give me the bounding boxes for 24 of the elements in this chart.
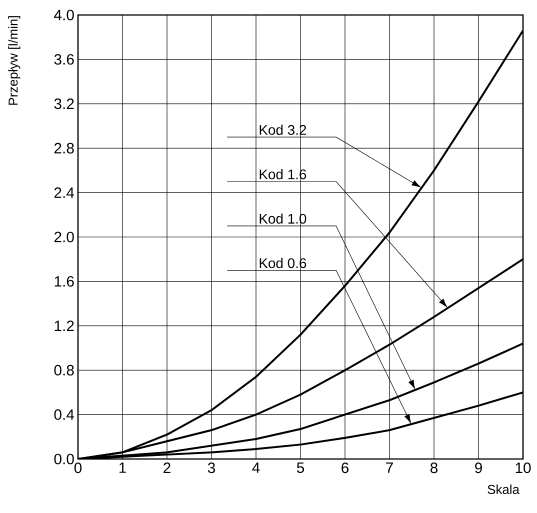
y-tick-label: 1.2 [54,320,74,332]
y-tick-label: 2.0 [54,232,74,242]
x-tick-label: 6 [342,462,349,474]
x-tick-label: 5 [296,462,304,473]
y-tick-label: 4.0 [54,10,74,20]
x-tick-label: 7 [386,462,393,473]
x-tick-label: 3 [208,462,215,474]
y-tick-label: 2.4 [54,187,74,198]
y-tick-label: 0.0 [54,454,74,464]
x-tick-label: 8 [430,462,438,474]
x-tick-label: 9 [475,462,482,474]
y-tick-label: 0.4 [54,409,74,420]
y-tick-label: 2.8 [54,142,74,154]
x-tick-label: 1 [119,462,126,473]
x-tick-label: 4 [252,462,260,473]
y-tick-label: 0.8 [54,364,74,376]
y-tick-label: 1.6 [54,276,74,287]
x-axis-title: Skala [488,484,520,494]
x-tick-label: 0 [74,462,82,474]
x-tick-label: 10 [516,462,531,474]
y-tick-label: 3.2 [54,98,74,110]
x-tick-label: 2 [164,462,170,473]
y-tick-label: 3.6 [54,54,74,65]
y-axis-title: Przepływ [l/min] [8,16,20,105]
